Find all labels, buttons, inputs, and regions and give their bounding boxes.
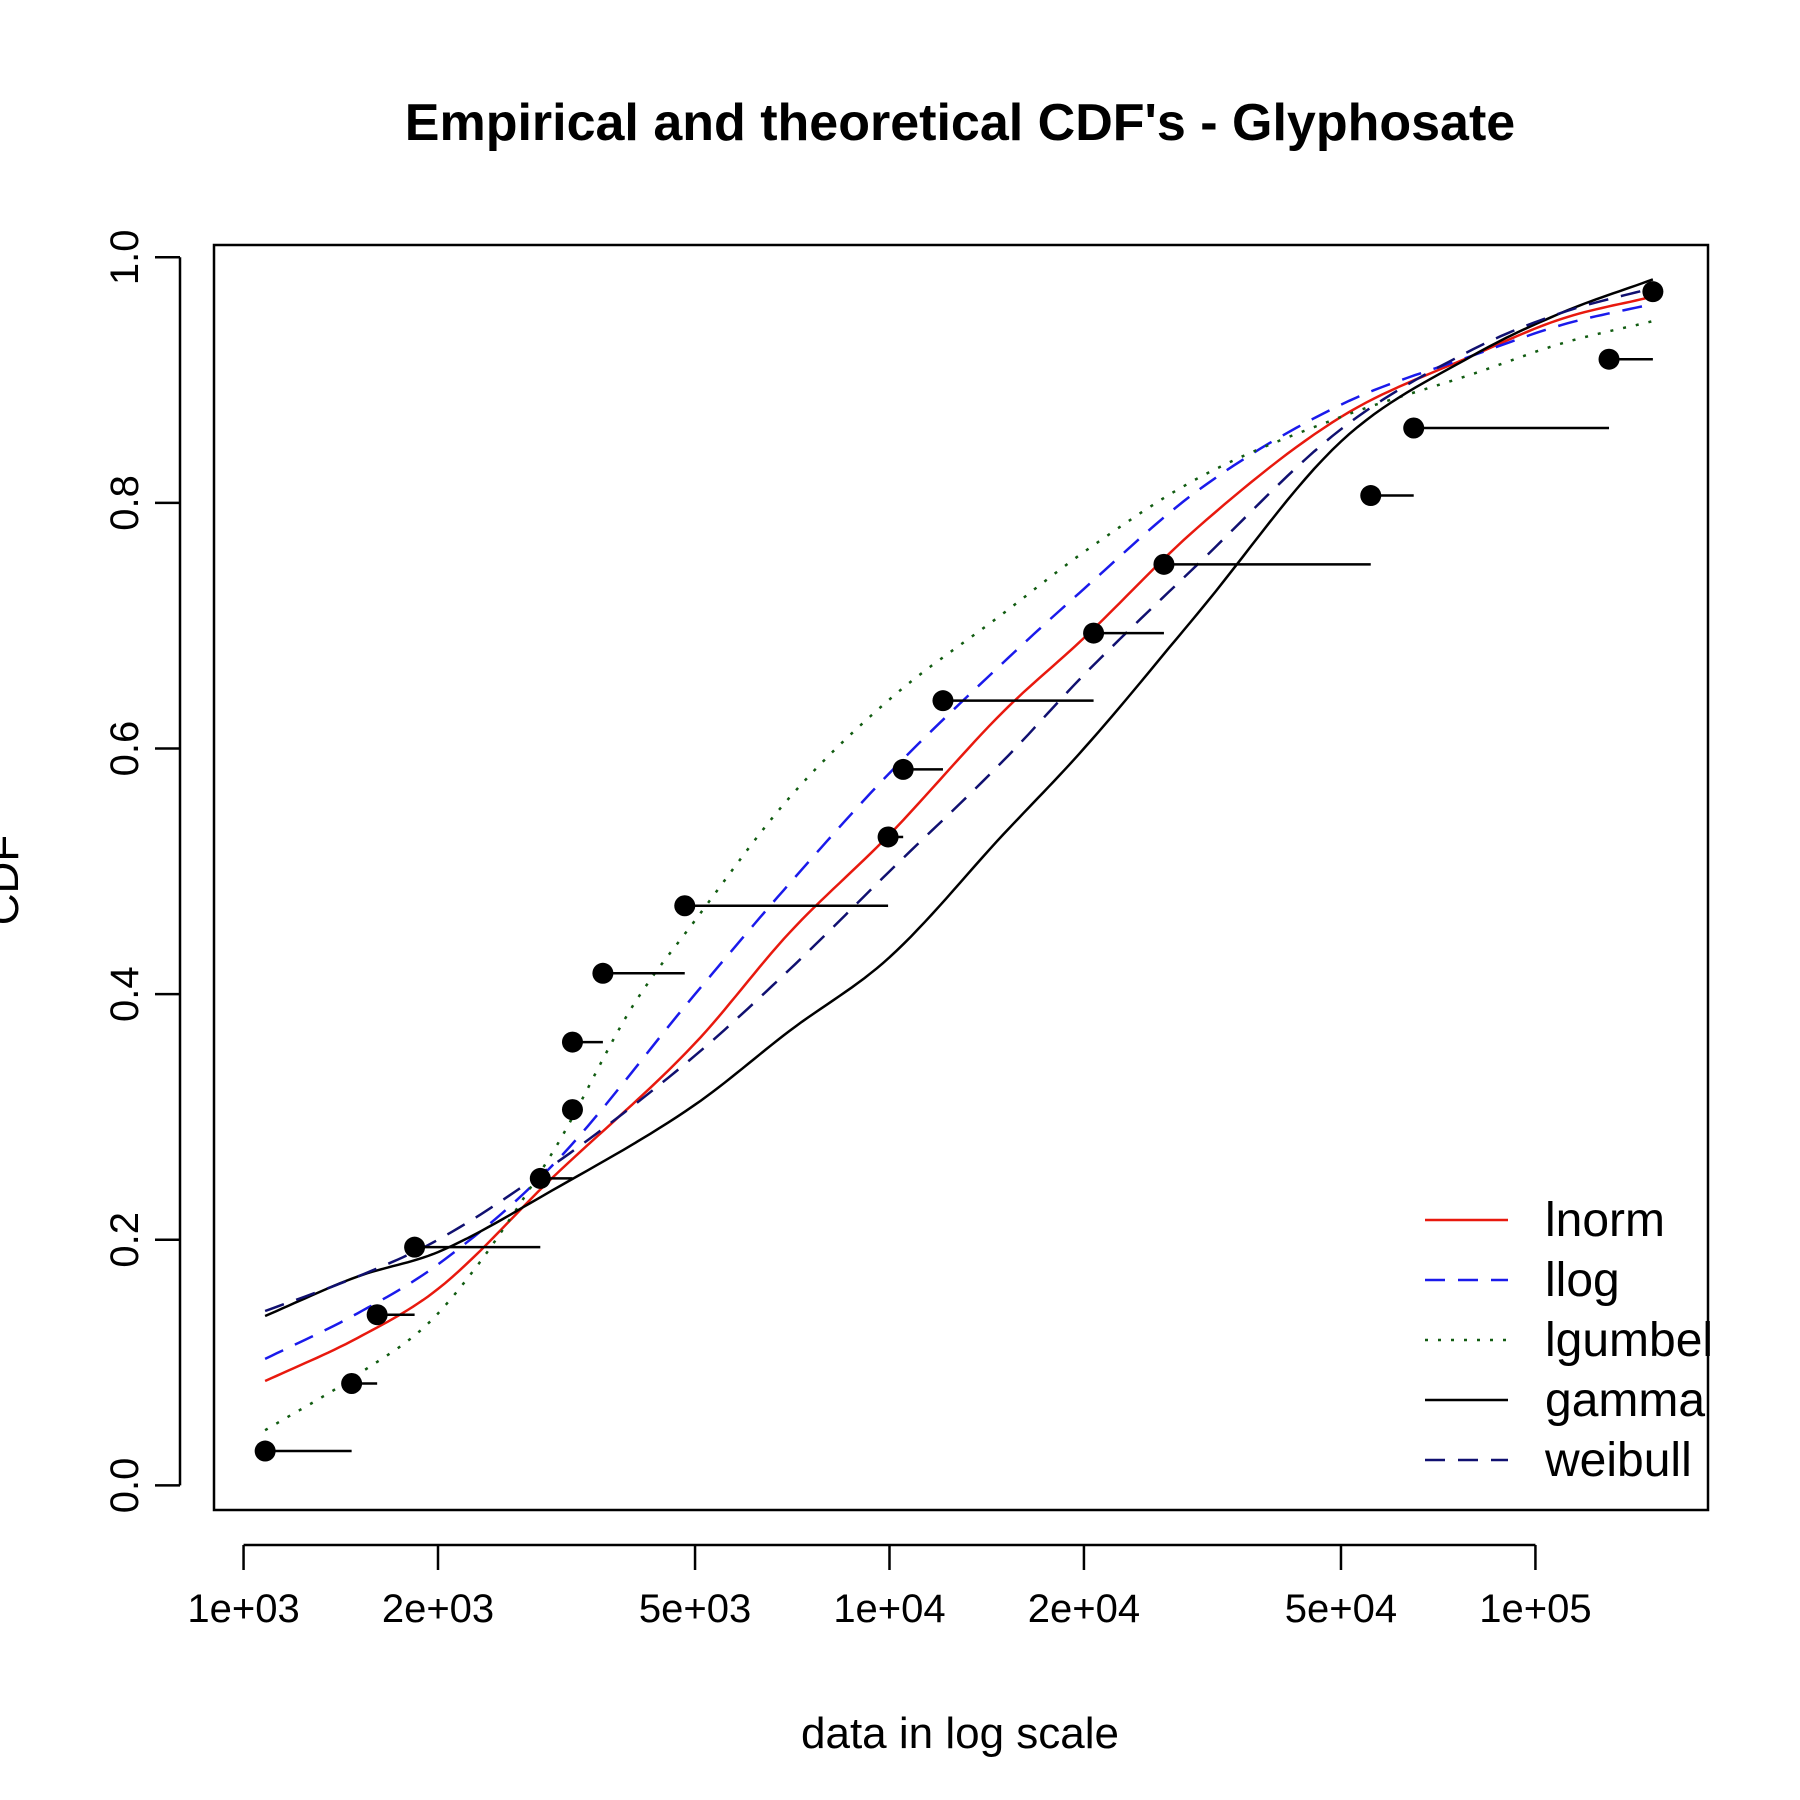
empirical-point xyxy=(932,690,954,712)
empirical-point xyxy=(592,962,614,984)
empirical-point xyxy=(674,895,696,917)
chart-title: Empirical and theoretical CDF's - Glypho… xyxy=(405,94,1515,152)
curve-gamma xyxy=(264,278,1654,1318)
plot-frame xyxy=(212,243,1710,1512)
empirical-point xyxy=(341,1373,363,1394)
empirical-point xyxy=(254,1440,276,1462)
x-tick-label: 5e+03 xyxy=(639,1587,751,1631)
x-axis-label: data in log scale xyxy=(801,1709,1119,1758)
empirical-point xyxy=(366,1304,388,1326)
curve-lnorm xyxy=(264,295,1654,1383)
empirical-point xyxy=(1598,348,1620,370)
y-tick-label: 0.4 xyxy=(103,966,147,1022)
empirical-point xyxy=(1642,281,1664,303)
y-tick-label: 0.2 xyxy=(103,1212,147,1268)
x-tick-label: 5e+04 xyxy=(1285,1587,1397,1631)
empirical-point xyxy=(1153,553,1175,575)
x-axis: 1e+03 2e+03 5e+03 1e+04 2e+04 5e+04 1e+05 xyxy=(187,1543,1592,1631)
x-tick-label: 1e+05 xyxy=(1479,1587,1591,1631)
empirical-point xyxy=(892,758,914,780)
legend-label-weibull: weibull xyxy=(1544,1434,1692,1487)
empirical-point xyxy=(561,1099,583,1121)
x-tick-label: 1e+04 xyxy=(833,1587,945,1631)
curve-llog xyxy=(264,302,1654,1361)
empirical-point xyxy=(1083,622,1105,644)
y-tick-label: 0.0 xyxy=(103,1458,147,1514)
x-tick-label: 1e+03 xyxy=(187,1587,299,1631)
y-tick-label: 0.8 xyxy=(103,475,147,531)
empirical-cdf xyxy=(254,281,1664,1462)
empirical-point xyxy=(561,1031,583,1053)
y-axis-label: CDF xyxy=(0,835,28,925)
y-tick-label: 1.0 xyxy=(103,229,147,285)
legend-label-llog: llog xyxy=(1545,1254,1620,1307)
x-tick-label: 2e+04 xyxy=(1028,1587,1140,1631)
y-tick-label: 0.6 xyxy=(103,721,147,777)
y-axis: 0.0 0.2 0.4 0.6 0.8 1.0 xyxy=(103,229,182,1514)
legend-label-lnorm: lnorm xyxy=(1545,1194,1665,1247)
theoretical-curves xyxy=(264,278,1654,1432)
empirical-point xyxy=(1360,485,1382,507)
empirical-point xyxy=(1403,417,1425,439)
legend-label-lgumbel: lgumbel xyxy=(1545,1314,1713,1367)
empirical-point xyxy=(404,1236,426,1258)
empirical-point xyxy=(877,826,899,848)
curve-weibull xyxy=(264,286,1654,1313)
legend-label-gamma: gamma xyxy=(1545,1374,1705,1427)
legend: lnorm llog lgumbel gamma weibull xyxy=(1425,1194,1713,1487)
empirical-point xyxy=(529,1167,551,1189)
curve-lgumbel xyxy=(264,319,1654,1432)
x-tick-label: 2e+03 xyxy=(382,1587,494,1631)
